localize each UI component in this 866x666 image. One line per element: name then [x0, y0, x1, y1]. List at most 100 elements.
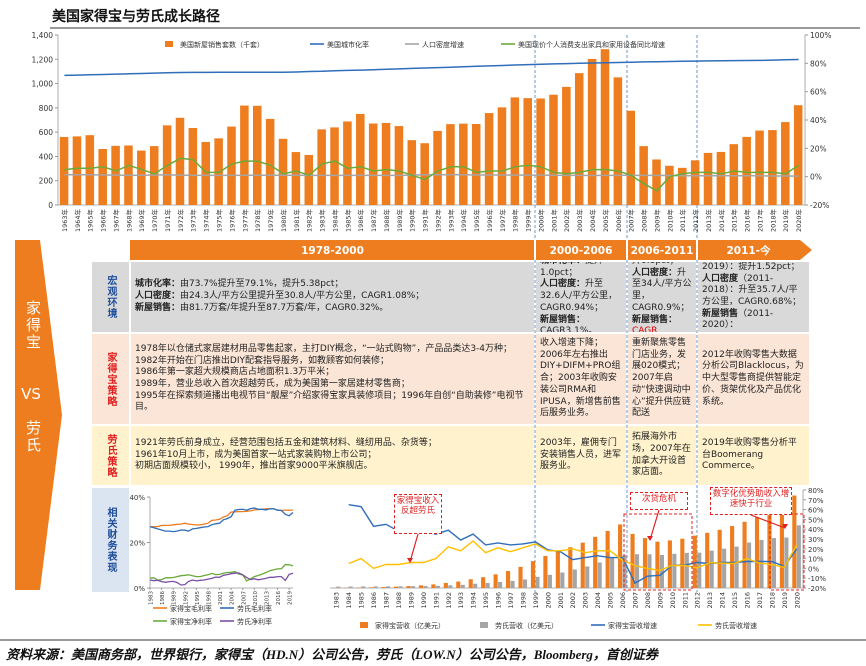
x-tick-label: 1998	[206, 591, 212, 605]
x-tick-label: 2014年	[717, 209, 726, 233]
bar	[734, 546, 739, 588]
x-tick-label: 1978年	[253, 209, 262, 233]
cell-line: 1986年第一家超大规模商店占地面积1.3万平米；	[135, 367, 335, 378]
cell-line: 新屋销售：CAGR -21.87%。	[632, 315, 692, 332]
annotation-arrowhead	[647, 536, 653, 541]
bar	[188, 128, 198, 205]
legend-label: 美国城市化率	[327, 40, 369, 49]
x-tick-label: 2004	[230, 591, 236, 605]
bar	[684, 552, 689, 588]
cell-line: 人口密度：由24.3人/平方公里提升至30.8人/平方公里，CAGR1.08%；	[135, 291, 530, 303]
cell-line: 2019年收购零售分析平台Boomerang Commerce。	[702, 437, 797, 472]
x-tick-label: 1993年	[446, 209, 455, 233]
x-tick-label: 1996年	[485, 209, 494, 233]
x-tick-label: 2019	[781, 592, 789, 609]
x-tick-label: 1973年	[189, 209, 198, 233]
bar	[393, 586, 399, 588]
bar	[448, 585, 453, 588]
x-tick-label: 1997年	[498, 209, 507, 233]
y2-tick-label: 0%	[810, 173, 822, 182]
x-tick-label: 2018年	[768, 209, 777, 233]
bar	[497, 107, 507, 205]
bar	[792, 495, 797, 588]
bar	[543, 556, 548, 588]
bar	[446, 124, 455, 205]
legend-label: 劳氏净利率	[237, 617, 272, 626]
x-tick-label: 2013	[264, 591, 270, 605]
x-tick-label: 1984	[345, 592, 353, 609]
series-line	[149, 572, 294, 586]
bar	[642, 538, 648, 588]
bar	[742, 521, 747, 588]
bar	[655, 541, 660, 588]
table-cell: 城市化率（2011-2019）：提升1.52pct；人口密度（2011-2018…	[698, 262, 809, 332]
bar	[431, 584, 436, 588]
cell-key: 城市化率：	[135, 279, 181, 290]
x-tick-label: 2018	[768, 592, 776, 609]
cell-line: 新屋销售：由81.7万套/年提升至87.7万套/年，CAGR0.32%。	[135, 303, 530, 315]
bar	[729, 144, 739, 205]
bar	[291, 152, 301, 205]
table-cell: 2019年收购零售分析平台Boomerang Commerce。	[698, 426, 809, 485]
bar	[652, 159, 661, 205]
x-tick-label: 1980年	[279, 209, 288, 233]
legend-label: 家得宝净利率	[170, 617, 212, 626]
x-tick-label: 1993	[457, 592, 465, 609]
x-tick-label: 1987	[383, 592, 391, 609]
cell-text: （2011-2019）：提升1.52pct；	[702, 262, 800, 272]
bar	[759, 539, 764, 588]
bar	[304, 154, 314, 205]
table-cell: 1921年劳氏前身成立，经营范围包括五金和建筑材料、缝纫用品、杂货等； 1961年…	[131, 426, 534, 485]
table-cell: 收入增速下降；2006年左右推出DIY+DIFM+PRO组合；2003年收购安装…	[536, 334, 626, 424]
timeline-label: 1978-2000	[301, 245, 364, 257]
cell-line: 人口密度：升至34人/平方公里，CAGR0.9%；	[632, 268, 692, 315]
bar	[610, 557, 615, 588]
y2-tick-label: 100%	[810, 31, 831, 40]
row-label: 宏观环境	[92, 262, 129, 332]
cell-line: 新屋销售（2011-2020）：CAGR11.60%。	[702, 309, 805, 332]
x-tick-label: 2019	[288, 591, 294, 605]
bar	[433, 130, 442, 205]
y-tick-label: 400	[39, 152, 54, 161]
cell-key: 城市化率：	[540, 262, 585, 266]
bar	[510, 580, 515, 588]
legend-label: 劳氏营收（亿美元）	[495, 621, 558, 630]
x-tick-label: 2001	[218, 591, 224, 605]
y2-tick-label: 70%	[808, 497, 824, 505]
bar	[754, 517, 760, 588]
cell-key: 人口密度：	[135, 291, 181, 302]
x-tick-label: 2002年	[562, 209, 571, 233]
x-tick-label: 1987年	[369, 209, 378, 233]
row-label: 劳氏策略	[92, 426, 129, 485]
bar	[361, 586, 366, 588]
bar	[730, 526, 735, 588]
x-tick-label: 2015年	[730, 209, 739, 233]
timeline-label: 2006-2011	[631, 245, 694, 257]
bar	[394, 126, 404, 205]
bar	[175, 117, 185, 205]
bar	[562, 86, 571, 205]
x-tick-label: 2011	[681, 592, 689, 609]
x-tick-label: 2005	[607, 592, 615, 609]
annotation-arrowhead	[782, 524, 788, 529]
bar	[634, 554, 640, 588]
x-tick-label: 1981年	[292, 209, 301, 233]
cell-key: 新屋销售：	[135, 302, 181, 313]
bar	[580, 542, 585, 588]
x-tick-label: 1983年	[318, 209, 327, 233]
series-line	[348, 540, 798, 572]
bar	[418, 585, 423, 588]
bar	[343, 121, 352, 205]
cell-line: 城市化率：提升0.8pct；	[632, 262, 692, 268]
x-tick-label: 1971年	[163, 209, 172, 233]
y-tick-label: 800	[39, 104, 54, 113]
side-title: VS	[21, 385, 41, 403]
bar	[587, 58, 597, 205]
x-tick-label: 1991	[432, 592, 440, 609]
y2-tick-label: -10%	[808, 575, 826, 583]
cell-line: 2003年，雇佣专门安装销售人员，进军服务业。	[540, 437, 622, 472]
table-cell: 城市化率：提升1.0pct；人口密度：升至32.6人/平方公里，CAGR0.94…	[536, 262, 626, 332]
x-tick-label: 1967年	[111, 209, 120, 233]
bar	[779, 510, 784, 588]
